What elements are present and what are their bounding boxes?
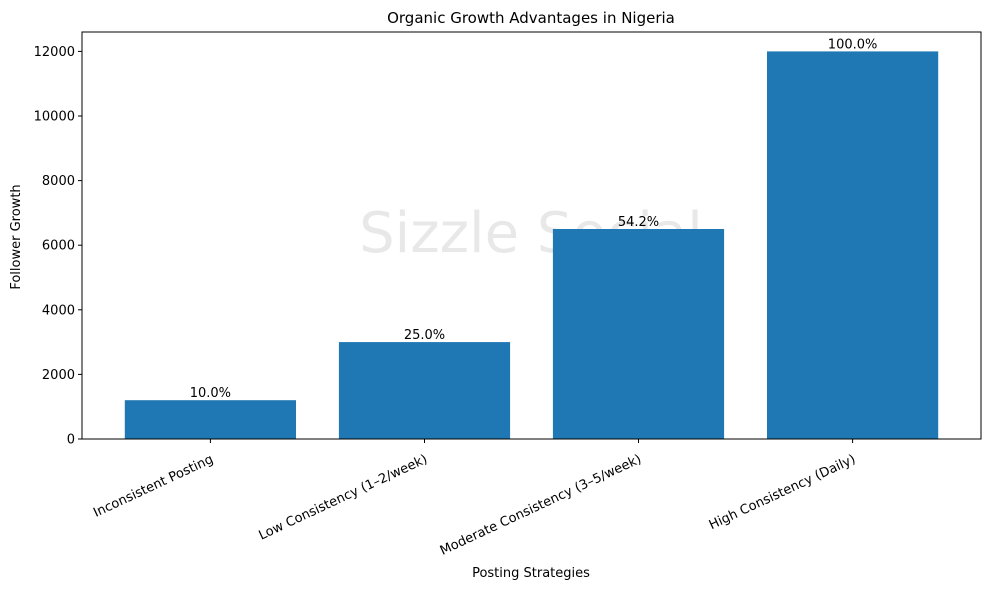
y-tick-label: 4000 [42, 303, 75, 318]
y-axis-title: Follower Growth [9, 184, 24, 289]
y-tick-label: 6000 [42, 239, 75, 254]
y-tick-label: 8000 [42, 174, 75, 189]
bar [552, 229, 725, 439]
y-axis: 0 2000 4000 6000 8000 10000 12000 [34, 45, 82, 448]
x-tick-label: High Consistency (Daily) [707, 452, 858, 533]
x-tick-label: Inconsistent Posting [91, 452, 216, 521]
y-tick-label: 2000 [42, 368, 75, 383]
bar-data-label: 25.0% [404, 328, 445, 343]
bar [338, 342, 511, 439]
bars-layer [124, 51, 939, 440]
plot-frame [81, 31, 982, 440]
x-axis-title: Posting Strategies [472, 566, 590, 581]
bar [767, 51, 939, 440]
x-tick-label: Moderate Consistency (3–5/week) [438, 452, 644, 559]
y-tick-label: 10000 [34, 110, 75, 125]
y-tick-label: 12000 [34, 45, 75, 60]
x-tick-label: Low Consistency (1–2/week) [257, 452, 430, 543]
data-labels-layer: 10.0% 25.0% 54.2% 100.0% [190, 37, 878, 401]
x-axis: Inconsistent Posting Low Consistency (1–2… [91, 439, 858, 559]
bar-data-label: 10.0% [190, 386, 231, 401]
y-tick-label: 0 [67, 433, 75, 448]
chart-title: Organic Growth Advantages in Nigeria [387, 9, 675, 27]
bar-data-label: 100.0% [828, 37, 878, 52]
bar-data-label: 54.2% [618, 215, 659, 230]
bar [124, 400, 296, 439]
